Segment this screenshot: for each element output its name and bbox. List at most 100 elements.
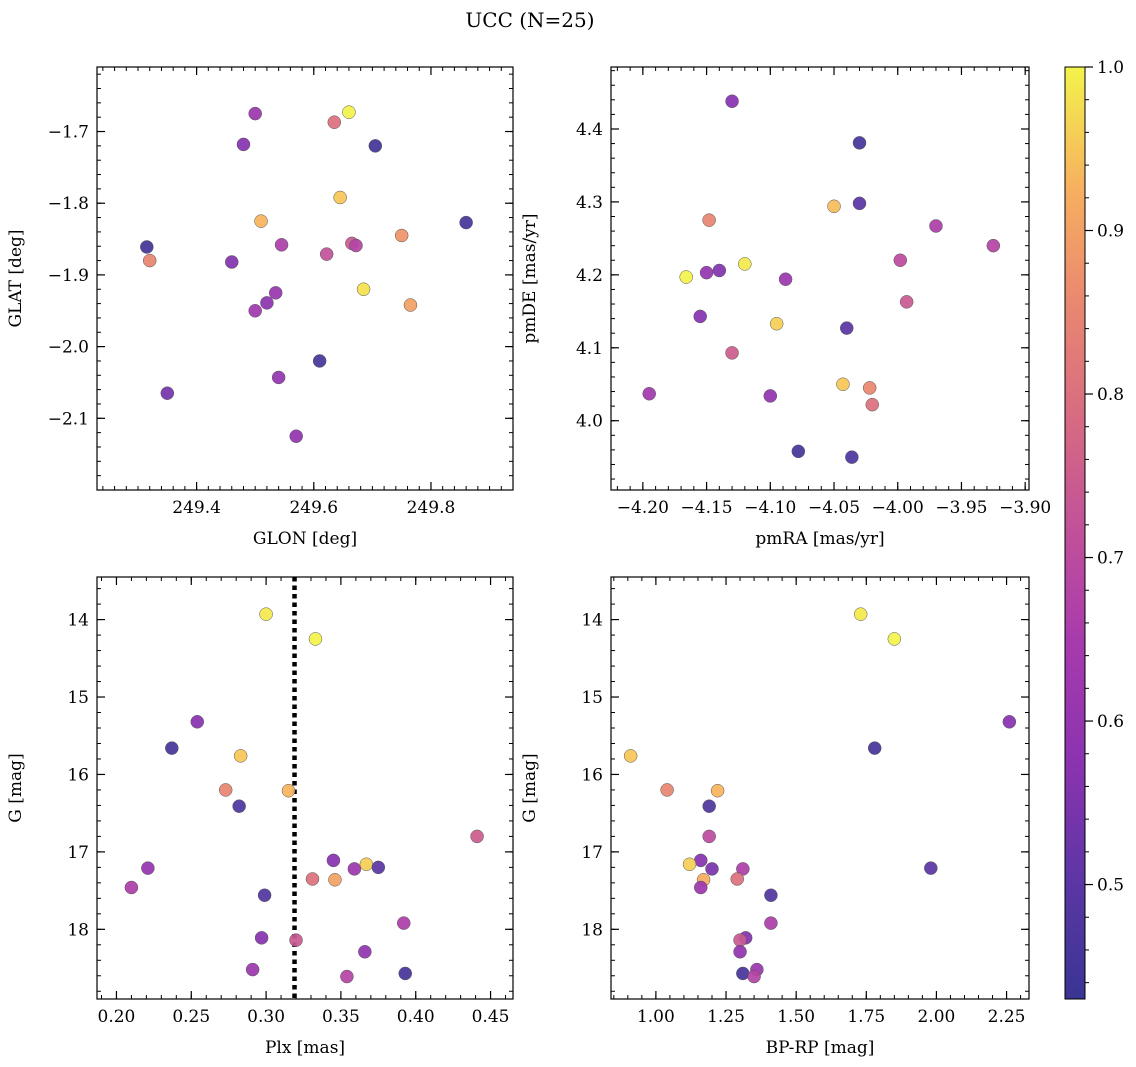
x-axis-label: pmRA [mas/yr] [755,529,884,549]
scatter-point [887,632,902,646]
scatter-point [730,872,744,886]
pmra-pmde-panel: −4.20 −4.15 −4.10 −4.05 −4.00 −3.95 −3.90 4.0 4.… [520,66,1051,549]
plot-frame [96,576,514,1000]
y-tick-label: −2.1 [48,409,89,429]
plot-frame [610,66,1030,491]
y-tick-label: 4.1 [576,339,603,359]
x-tick-label: 0.30 [247,1007,285,1027]
x-tick-label: 249.6 [289,498,338,518]
scatter-point [747,969,761,984]
plot-frame [96,66,514,491]
scatter-point [867,741,882,755]
scatter-point [333,190,347,205]
scatter-point [827,199,841,214]
y-tick-label: −1.7 [48,123,89,143]
x-tick-label: 1.25 [707,1007,745,1027]
colorbar-tick-label: 0.9 [1097,222,1124,242]
scatter-point [394,228,409,243]
y-tick-label: 15 [67,688,89,708]
scatter-point [358,945,372,959]
scatter-point [274,238,289,252]
scatter-point [924,861,938,875]
scatter-point [165,741,179,755]
x-tick-label: 2.00 [917,1007,955,1027]
scatter-point [142,253,157,268]
x-tick-label: 249.4 [172,498,221,518]
scatter-point [733,945,747,959]
y-tick-label: −2.0 [48,338,89,358]
scatter-point [862,381,877,395]
scatter-point [232,799,246,813]
y-tick-label: 4.3 [576,193,603,213]
scatter-point [236,137,251,152]
scatter-point [725,346,739,360]
scatter-point [733,933,747,947]
x-tick-label: 0.40 [397,1007,435,1027]
scatter-point [398,966,413,981]
y-axis-label: pmDE [mas/yr] [520,213,540,343]
x-tick-label: −4.15 [681,498,733,518]
y-tick-label: 17 [67,843,89,863]
scatter-point [702,829,716,844]
scatter-point [763,389,778,403]
scatter-point [368,139,383,153]
scatter-point [642,386,656,401]
scatter-point [305,872,320,886]
y-tick-label: 15 [581,688,603,708]
y-tick-label: −1.8 [48,194,89,214]
scatter-point [312,354,327,368]
scatter-point [347,862,362,876]
x-tick-label: −4.10 [744,498,796,518]
x-tick-label: −3.95 [935,498,987,518]
scatter-point [893,253,908,268]
scatter-point [233,749,248,763]
scatter-point [791,444,806,459]
scatter-point [710,783,725,798]
colorbar: 0.5 0.6 0.7 0.8 0.9 1.0 [1064,58,1124,1000]
scatter-point [699,265,714,280]
y-tick-label: 18 [67,920,89,940]
x-tick-label: −4.20 [617,498,669,518]
scatter-point [459,215,473,230]
scatter-point [259,607,273,621]
x-axis-label: BP-RP [mag] [766,1038,875,1058]
scatter-point [371,860,386,875]
y-tick-label: 16 [67,765,89,785]
y-tick-label: 16 [581,765,603,785]
scatter-point [899,295,914,309]
x-tick-label: 1.00 [637,1007,675,1027]
scatter-point [248,304,262,318]
y-tick-label: 4.4 [576,120,603,140]
y-tick-label: 4.2 [576,266,603,286]
scatter-point [254,931,269,945]
colorbar-gradient [1064,66,1086,1000]
x-tick-label: −4.05 [808,498,860,518]
scatter-point [852,136,867,150]
y-tick-label: 4.0 [576,412,603,432]
scatter-point [218,783,233,797]
scatter-point [769,316,784,331]
plx-g-panel: 0.20 0.25 0.30 0.35 0.40 0.45 14 15 16 17 18 Plx [m… [6,576,514,1058]
colorbar-tick-label: 0.7 [1097,549,1124,569]
scatter-point [764,888,778,902]
y-tick-label: −1.9 [48,266,89,286]
scatter-point [470,829,484,844]
x-axis-label: GLON [deg] [253,529,357,549]
colorbar-tick-label: 1.0 [1097,58,1124,78]
scatter-point [248,106,262,121]
scatter-point [281,783,296,798]
colorbar-tick-label: 0.5 [1097,876,1124,896]
scatter-point [840,321,854,335]
scatter-point [865,397,879,412]
scatter-point [124,880,139,895]
scatter-point [257,888,272,902]
x-tick-label: 2.25 [988,1007,1026,1027]
scatter-point [397,916,411,930]
scatter-point [623,749,638,763]
y-tick-label: 14 [581,611,603,631]
figure-title: UCC (N=25) [465,8,594,32]
scatter-point [340,969,354,984]
scatter-point [403,298,418,312]
y-axis-label: GLAT [deg] [6,229,26,327]
scatter-point [245,962,260,977]
